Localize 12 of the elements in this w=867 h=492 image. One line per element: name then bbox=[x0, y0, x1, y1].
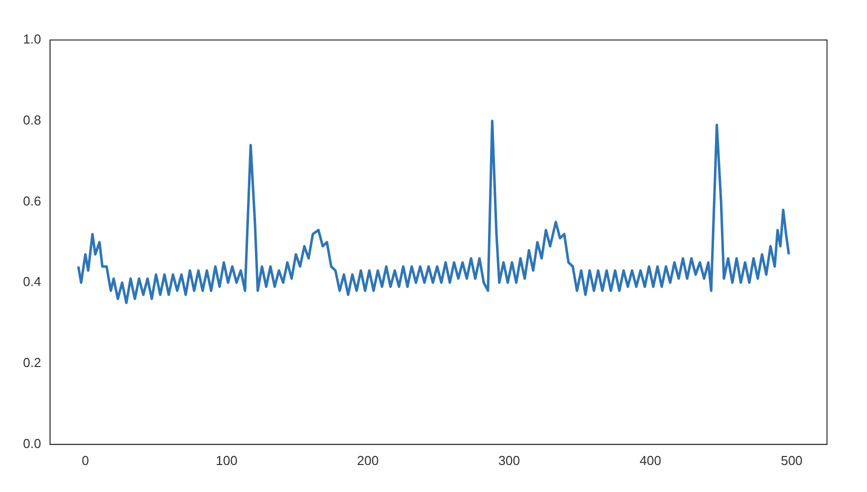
y-tick-label: 1.0 bbox=[22, 32, 42, 47]
y-tick-label: 0.2 bbox=[22, 355, 42, 370]
y-tick-label: 0.0 bbox=[22, 436, 42, 451]
x-tick-label: 400 bbox=[640, 452, 662, 468]
y-tick-label: 0.4 bbox=[22, 274, 42, 290]
y-tick-label: 0.6 bbox=[22, 193, 42, 208]
x-tick-label: 500 bbox=[780, 452, 803, 468]
x-tick-label: 300 bbox=[498, 452, 520, 468]
x-tick-label: 200 bbox=[357, 452, 379, 468]
x-tick-label: 0 bbox=[82, 452, 90, 468]
x-tick-label: 100 bbox=[216, 452, 238, 468]
y-tick-label: 0.8 bbox=[22, 112, 42, 128]
